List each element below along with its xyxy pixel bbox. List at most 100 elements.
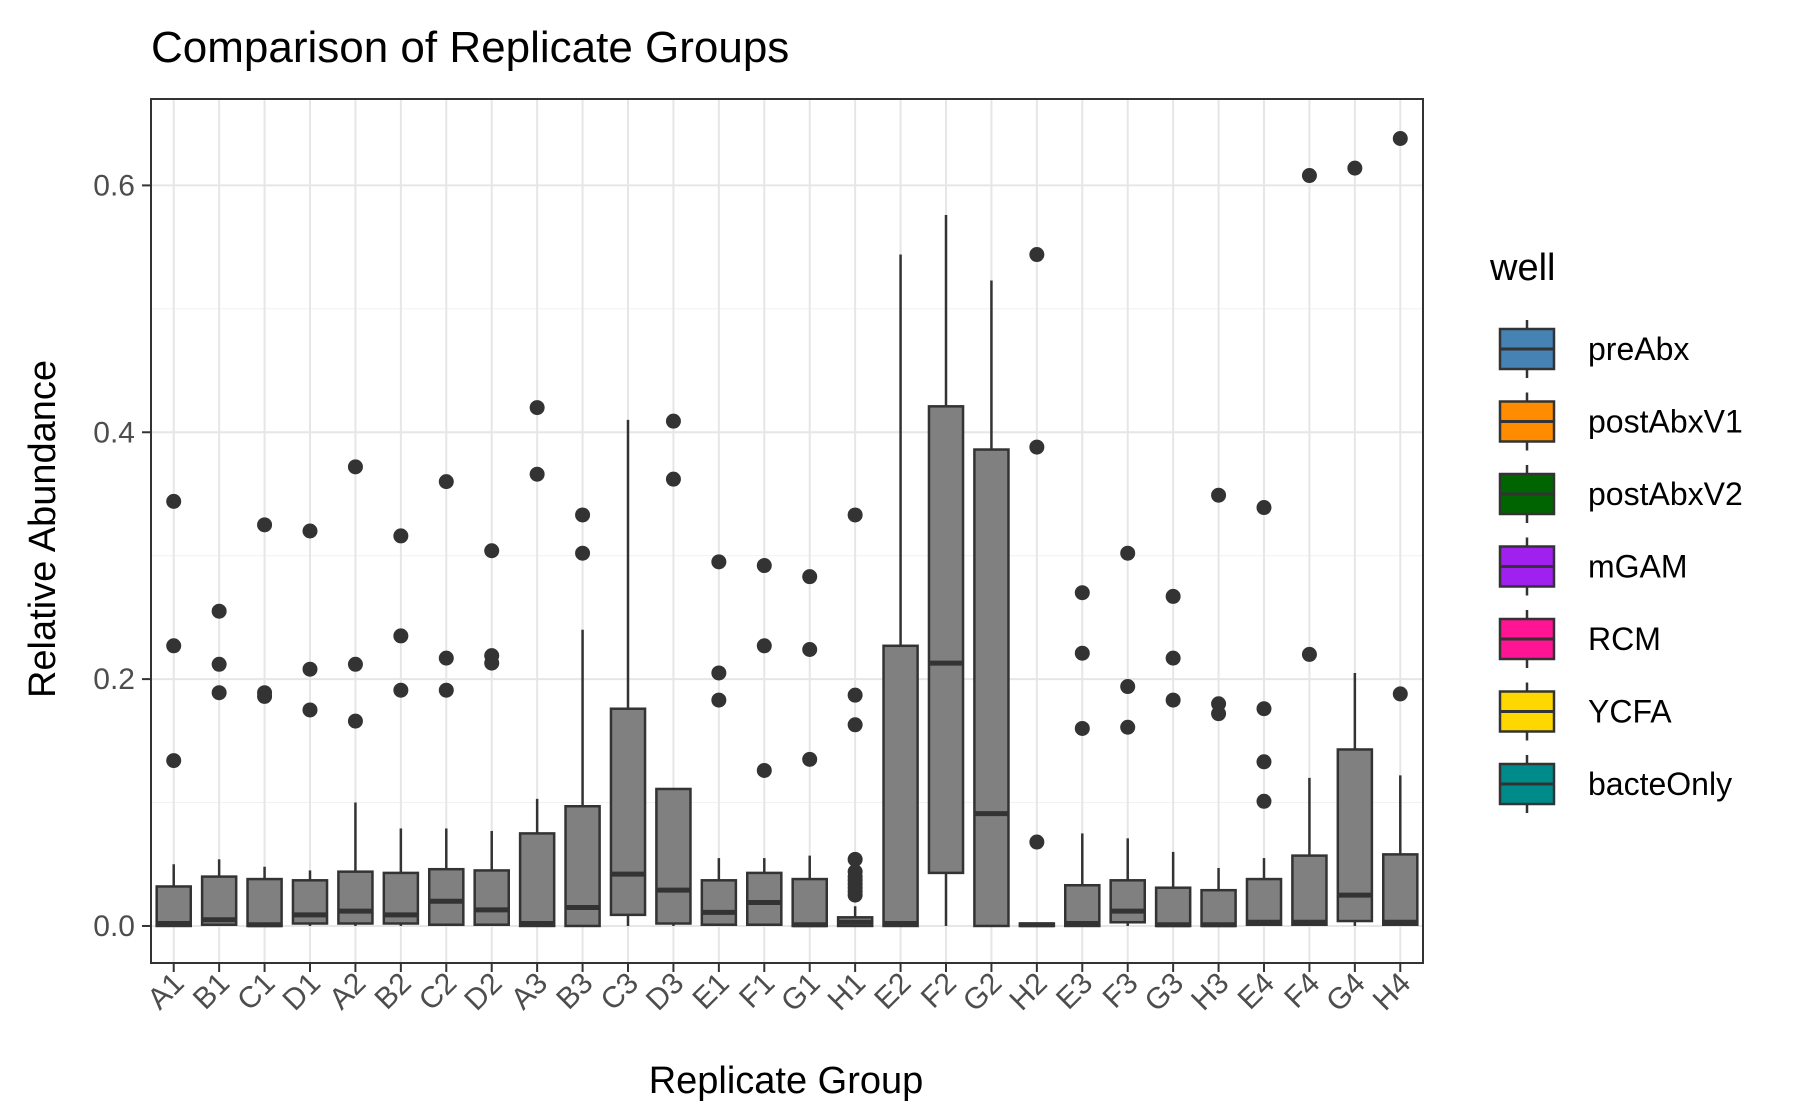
x-tick-label: E3 <box>1050 967 1099 1016</box>
outlier-point <box>1120 679 1136 695</box>
x-tick-label: G4 <box>1320 967 1372 1019</box>
outlier-point <box>1256 793 1272 809</box>
legend-item-label: bacteOnly <box>1588 766 1732 802</box>
box-body <box>882 644 919 928</box>
outlier-point <box>1120 719 1136 735</box>
outlier-point <box>257 685 273 701</box>
box-G2 <box>973 280 1010 928</box>
outlier-point <box>847 851 863 867</box>
x-tick-label: F2 <box>915 967 963 1015</box>
outlier-point <box>1211 487 1227 503</box>
outlier-point <box>166 753 182 769</box>
legend-item-preAbx: preAbx <box>1498 320 1689 378</box>
outlier-point <box>529 400 545 416</box>
outlier-point <box>1029 834 1045 850</box>
outlier-point <box>1120 545 1136 561</box>
box-body <box>155 885 193 928</box>
outlier-point <box>393 682 409 698</box>
box-G4 <box>1336 160 1374 926</box>
box-body <box>1200 888 1237 928</box>
outlier-point <box>484 648 500 664</box>
box-A1 <box>155 493 193 928</box>
outlier-point <box>1029 439 1045 455</box>
legend-item-label: mGAM <box>1588 549 1688 585</box>
y-tick-label: 0.4 <box>93 416 135 449</box>
x-tick-label: H1 <box>822 967 872 1017</box>
box-body <box>1245 877 1283 926</box>
x-tick-label: F3 <box>1097 967 1145 1015</box>
x-tick-label: E2 <box>868 967 917 1016</box>
legend-item-mGAM: mGAM <box>1498 537 1688 596</box>
outlier-point <box>347 656 363 672</box>
outlier-point <box>665 471 681 487</box>
y-axis-title: Relative Abundance <box>22 360 64 698</box>
x-tick-label: D3 <box>640 967 690 1017</box>
y-tick-label: 0.2 <box>93 663 135 696</box>
box-A3 <box>518 400 556 928</box>
grid-lines <box>151 99 1423 963</box>
outlier-point <box>802 641 818 657</box>
outlier-point <box>802 569 818 585</box>
box-F4 <box>1291 168 1328 926</box>
box-body <box>1154 886 1192 928</box>
legend-item-label: postAbxV1 <box>1588 404 1743 440</box>
x-tick-label: D2 <box>458 967 508 1017</box>
x-tick-label: A2 <box>323 967 372 1016</box>
box-C2 <box>428 474 465 926</box>
x-tick-label: B1 <box>187 967 236 1016</box>
x-axis: A1B1C1D1A2B2C2D2A3B3C3D3E1F1G1H1E2F2G2H2… <box>141 963 1417 1018</box>
outlier-point <box>711 554 727 570</box>
box-B3 <box>564 507 601 928</box>
x-tick-label: G3 <box>1138 967 1190 1019</box>
outlier-point <box>302 702 318 718</box>
legend-title: well <box>1489 247 1555 289</box>
outlier-point <box>756 638 772 654</box>
box-body <box>655 787 692 925</box>
x-tick-label: G2 <box>957 967 1009 1019</box>
outlier-point <box>302 661 318 677</box>
x-tick-label: G1 <box>775 967 827 1019</box>
y-axis: 0.0 0.2 0.4 0.6 <box>93 169 151 943</box>
outlier-point <box>1029 247 1045 263</box>
box-body <box>700 879 738 926</box>
outlier-point <box>211 603 227 619</box>
outlier-point <box>438 682 454 698</box>
x-tick-label: B3 <box>550 967 599 1016</box>
box-body <box>1064 883 1101 928</box>
legend-item-postAbxV1: postAbxV1 <box>1498 392 1743 451</box>
box-body <box>473 869 510 926</box>
outlier-point <box>1074 585 1090 601</box>
outlier-point <box>1256 500 1272 516</box>
outlier-point <box>1074 645 1090 661</box>
outlier-point <box>393 628 409 644</box>
x-tick-label: C2 <box>413 967 463 1017</box>
box-body <box>246 877 283 928</box>
outlier-point <box>1301 168 1317 184</box>
box-body <box>609 707 647 917</box>
x-tick-label: C3 <box>594 967 644 1017</box>
box-E3 <box>1064 585 1101 928</box>
outlier-point <box>438 650 454 666</box>
x-tick-label: F4 <box>1278 967 1326 1015</box>
box-G1 <box>791 569 829 928</box>
outlier-point <box>211 656 227 672</box>
outlier-point <box>302 523 318 539</box>
legend: well preAbx postAbxV1 postAbxV2 mGAM RCM YCFA… <box>1489 247 1743 813</box>
outlier-point <box>211 685 227 701</box>
box-F2 <box>927 215 965 926</box>
outlier-point <box>1211 696 1227 712</box>
box-body <box>927 405 965 875</box>
box-E1 <box>700 554 738 926</box>
outlier-point <box>1165 588 1181 604</box>
x-tick-label: A1 <box>141 967 190 1016</box>
outlier-point <box>1301 646 1317 662</box>
outlier-point <box>257 517 273 533</box>
x-tick-label: E1 <box>687 967 736 1016</box>
box-body <box>1336 748 1374 923</box>
box-H3 <box>1200 487 1237 928</box>
x-tick-label: F1 <box>733 967 781 1015</box>
outlier-point <box>711 692 727 708</box>
box-body <box>518 832 556 928</box>
